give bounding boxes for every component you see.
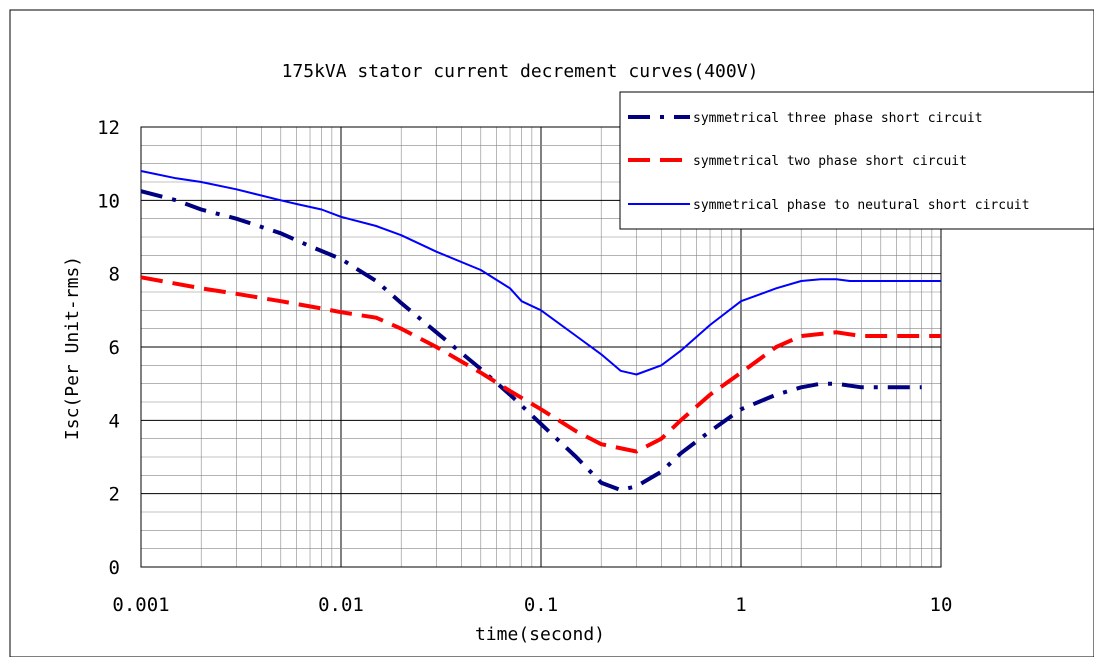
series-line-2 [140,275,941,454]
x-tick-label: 0.001 [112,594,169,616]
x-tick-label: 0.01 [318,594,364,616]
x-tick-label: 10 [930,594,953,616]
legend: symmetrical three phase short circuit sym… [619,91,1094,230]
legend-label-1: symmetrical three phase short circuit [693,111,983,126]
legend-label-2: symmetrical two phase short circuit [693,154,967,169]
y-tick-label: 2 [109,484,120,506]
y-tick-label: 10 [97,190,120,212]
legend-box [619,91,1094,230]
x-axis-label: time(second) [475,624,605,645]
y-tick-label: 4 [109,410,120,432]
y-tick-label: 8 [109,264,120,286]
legend-label-3: symmetrical phase to neutural short circ… [693,198,1030,213]
y-tick-label: 12 [97,117,120,139]
x-tick-label: 1 [735,594,746,616]
series-line-1 [140,189,922,492]
chart-title: 175kVA stator current decrement curves(4… [282,61,759,82]
series-layer [140,170,941,492]
x-tick-label: 0.1 [524,594,558,616]
series-line-3 [140,170,941,376]
tick-labels: 0.001 0.01 0.1 1 10 0 2 4 6 8 10 12 [97,117,952,616]
y-tick-label: 6 [109,337,120,359]
y-tick-label: 0 [109,557,120,579]
y-axis-label: Isc(Per Unit-rms) [62,256,83,440]
plot-area [140,126,942,568]
